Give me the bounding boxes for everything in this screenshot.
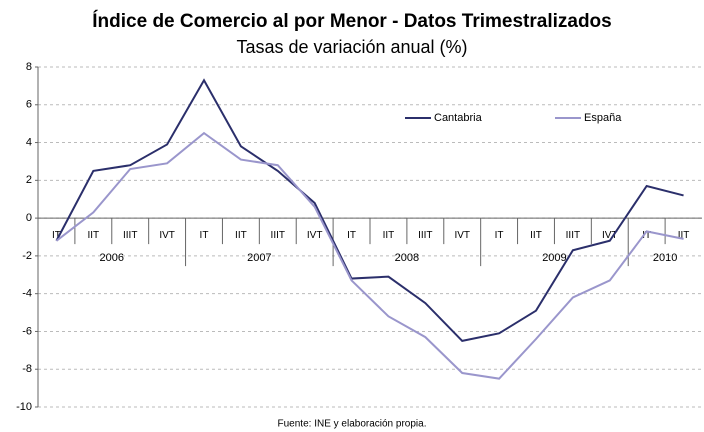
y-tick-label: -2 (22, 250, 32, 262)
x-tick-label: IIT (530, 230, 542, 241)
x-tick-label: IIIT (566, 230, 580, 241)
x-tick-label: IIT (235, 230, 247, 241)
year-label: 2007 (247, 252, 271, 264)
x-tick-label: IIIT (418, 230, 432, 241)
year-label: 2006 (100, 252, 124, 264)
data-line (55, 131, 684, 380)
y-tick-label: -4 (22, 288, 32, 300)
year-label: 2008 (395, 252, 419, 264)
y-tick-label: -10 (16, 401, 32, 413)
source-note: Fuente: INE y elaboración propia. (278, 419, 427, 430)
x-tick-label: IVT (307, 230, 323, 241)
x-tick-label: IIIT (123, 230, 137, 241)
x-tick-label: IIIT (271, 230, 285, 241)
chart-title: Índice de Comercio al por Menor - Datos … (92, 10, 611, 32)
x-tick-label: IT (642, 230, 651, 241)
legend-label: España (584, 112, 622, 124)
x-tick-label: IIT (383, 230, 395, 241)
y-tick-label: -6 (22, 325, 32, 337)
data-line (55, 78, 684, 342)
x-tick-label: IIT (678, 230, 690, 241)
y-tick-label: 6 (26, 99, 32, 111)
x-tick-label: IT (347, 230, 356, 241)
x-tick-label: IIT (87, 230, 99, 241)
y-tick-label: 4 (26, 136, 32, 148)
x-tick-label: IT (495, 230, 504, 241)
year-label: 2010 (653, 252, 677, 264)
y-tick-label: 0 (26, 212, 32, 224)
chart-subtitle: Tasas de variación anual (%) (236, 37, 467, 57)
y-tick-label: -8 (22, 363, 32, 375)
legend-label: Cantabria (434, 112, 483, 124)
x-tick-label: IT (200, 230, 209, 241)
x-tick-label: IT (52, 230, 61, 241)
y-tick-label: 2 (26, 174, 32, 186)
year-label: 2009 (542, 252, 566, 264)
x-tick-label: IVT (454, 230, 470, 241)
x-tick-label: IVT (159, 230, 175, 241)
x-tick-label: IVT (602, 230, 618, 241)
y-tick-label: 8 (26, 61, 32, 73)
